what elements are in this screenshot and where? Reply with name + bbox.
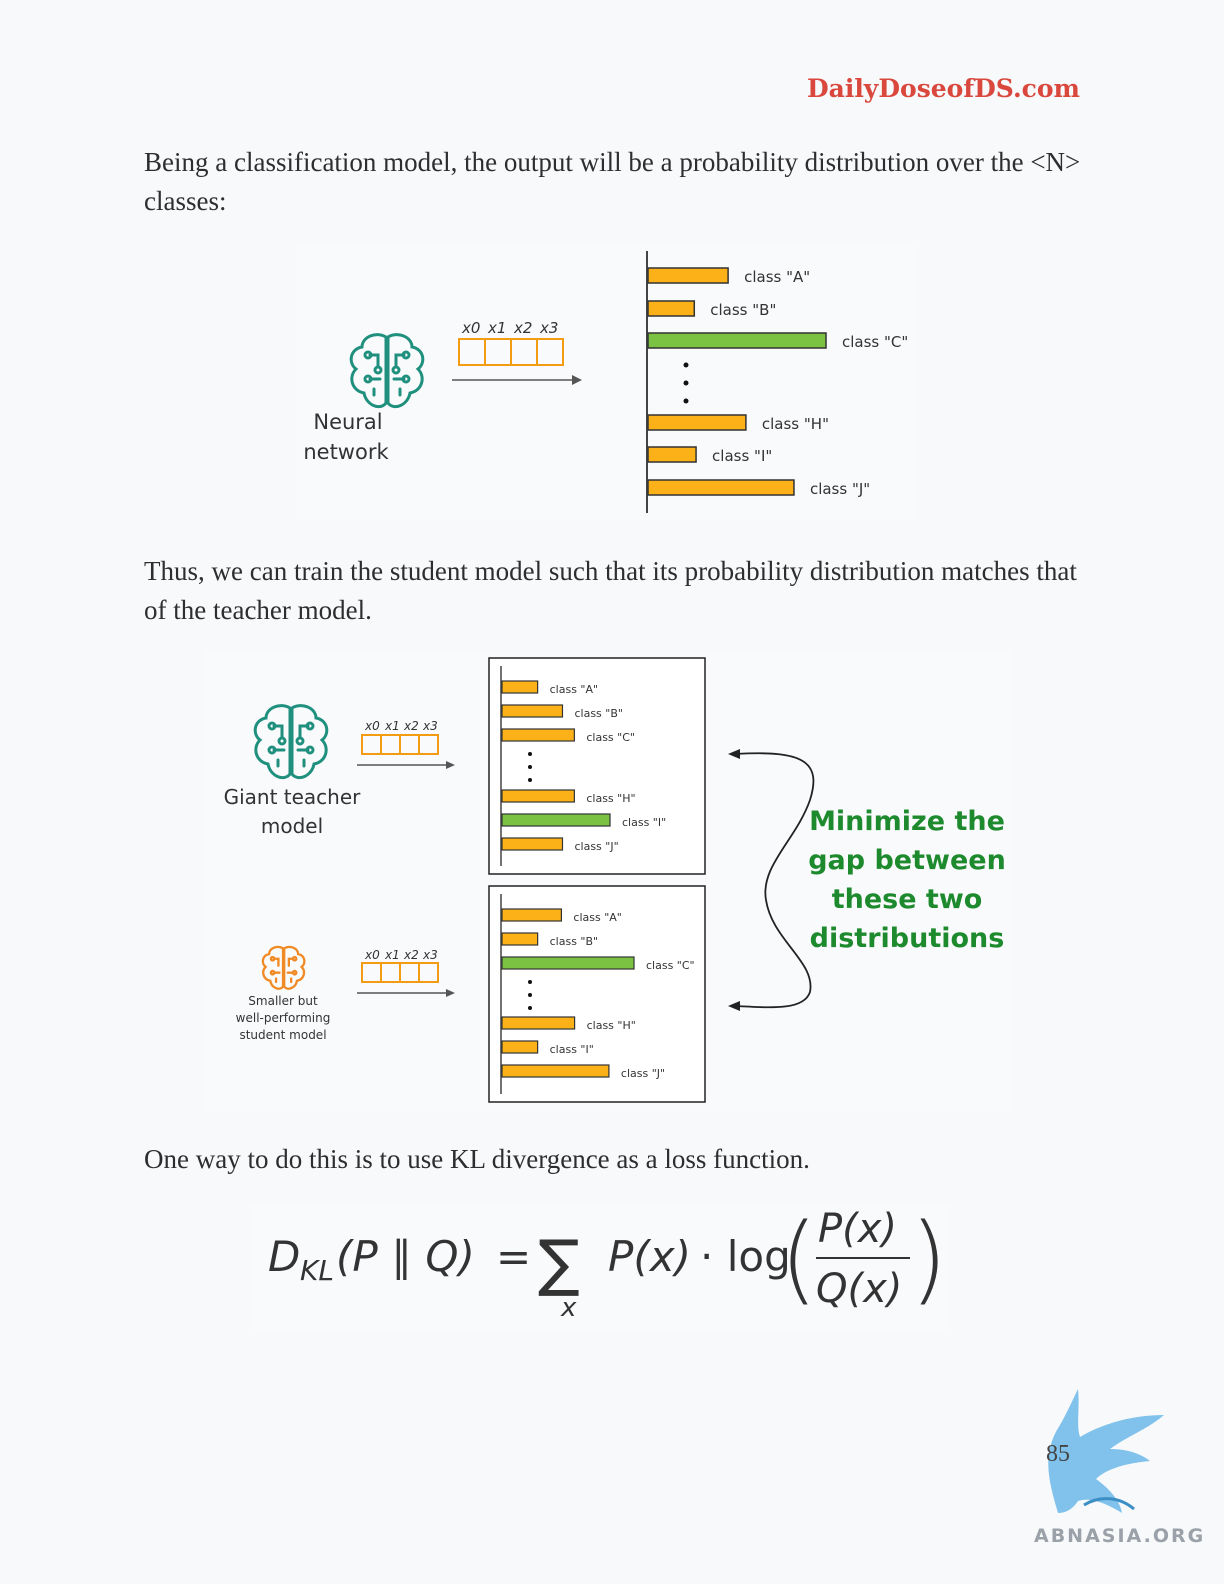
bar-classc	[501, 956, 635, 970]
paragraph-kl-divergence: One way to do this is to use KL divergen…	[144, 1144, 810, 1174]
student-input-label: x1	[384, 948, 400, 962]
figure-distillation-svg: Giant teacher model Smaller but well-per…	[224, 657, 1006, 1103]
formula-denominator: Q(x)	[816, 1266, 902, 1312]
bar-classb	[501, 704, 564, 718]
bar-classh	[647, 414, 747, 431]
formula-px: P(x)	[608, 1232, 691, 1281]
student-input-label: x0	[364, 948, 380, 962]
teacher-label-line1: Giant teacher	[224, 785, 362, 809]
formula-sigma: ∑	[538, 1226, 580, 1299]
student-label-line2: well-performing	[236, 1011, 331, 1025]
bar-label: class "A"	[573, 911, 621, 924]
curved-double-arrow-icon	[735, 752, 815, 1009]
student-brain-icon	[261, 945, 306, 990]
bar-label: class "C"	[646, 959, 695, 972]
bar-label: class "I"	[622, 816, 666, 829]
bar-classc	[647, 332, 827, 349]
bar-label: class "B"	[710, 301, 776, 319]
student-label-line3: student model	[239, 1028, 326, 1042]
griffin-logo-icon	[1048, 1389, 1164, 1513]
teacher-input-label: x3	[422, 719, 438, 733]
bar-label: class "A"	[744, 268, 810, 286]
bar-classj	[647, 479, 795, 496]
formula-kl-subscript: KL	[300, 1254, 334, 1287]
student-input-label: x2	[403, 948, 419, 962]
formula-sum-index: x	[560, 1293, 577, 1323]
student-input-label: x3	[422, 948, 438, 962]
fig1-bars: class "A" class "B" class "C" class "H" clas…	[647, 267, 908, 498]
bar-label: class "J"	[621, 1067, 665, 1080]
teacher-label-line2: model	[261, 814, 323, 838]
bar-classi	[501, 813, 611, 827]
input-label: x1	[487, 319, 506, 337]
bar-classb	[647, 300, 696, 317]
bar-label: class "H"	[762, 415, 829, 433]
arrow-icon	[357, 761, 455, 997]
figure-output-distribution: Neural network x0 x1 x2 x3 class "A" clas…	[296, 245, 916, 520]
bar-label: class "B"	[550, 935, 598, 948]
paragraph-intro: Being a classification model, the output…	[144, 147, 1081, 216]
paragraph-train-student: Thus, we can train the student model suc…	[144, 556, 1077, 625]
teacher-input-vector	[361, 734, 439, 755]
bar-classa	[501, 680, 539, 694]
bar-label: class "J"	[574, 840, 618, 853]
arrow-icon	[452, 375, 582, 385]
formula-lhs-args: (P ∥ Q)	[336, 1232, 475, 1281]
note-line: gap between	[808, 845, 1006, 876]
formula-numerator: P(x)	[818, 1206, 897, 1252]
input-vector	[458, 338, 564, 366]
teacher-input-label: x0	[364, 719, 380, 733]
watermark-text: ABNASIA.ORG	[1034, 1525, 1206, 1547]
brain-icon	[349, 333, 425, 409]
bar-label: class "H"	[586, 792, 635, 805]
formula-d: D	[268, 1232, 300, 1281]
teacher-brain-icon	[253, 704, 329, 780]
bar-label: class "H"	[587, 1019, 636, 1032]
kl-divergence-formula: D KL (P ∥ Q) = ∑ x P(x) · log ( P(x) Q(x…	[250, 1203, 950, 1330]
teacher-input-label: x1	[384, 719, 400, 733]
note-line: Minimize the	[809, 806, 1005, 837]
bar-classj	[501, 1064, 610, 1078]
formula-equals: =	[496, 1232, 531, 1281]
note-line: distributions	[810, 923, 1005, 954]
bar-label: class "B"	[574, 707, 622, 720]
figure-output-distribution-svg: Neural network x0 x1 x2 x3 class "A"clas…	[303, 251, 908, 513]
site-link[interactable]: DailyDoseofDS.com	[806, 74, 1080, 103]
bar-classh	[501, 1016, 576, 1030]
teacher-bars: class "A" class "B" class "C" class "H" clas…	[501, 680, 666, 853]
bar-classb	[501, 932, 539, 946]
ellipsis-dots	[683, 362, 689, 404]
bar-classi	[501, 1040, 539, 1054]
ellipsis-dots	[528, 752, 532, 1010]
bar-classj	[501, 837, 564, 851]
formula-left-paren: (	[780, 1204, 817, 1315]
kl-formula-svg: D KL (P ∥ Q) = ∑ x P(x) · log ( P(x) Q(x…	[268, 1203, 947, 1323]
bar-label: class "C"	[586, 731, 635, 744]
input-label: x3	[539, 319, 558, 337]
bar-label: class "C"	[842, 333, 908, 351]
note-line: these two	[832, 884, 983, 915]
minimize-gap-note: Minimize the gap between these two distr…	[808, 806, 1006, 954]
bar-classa	[501, 908, 563, 922]
student-input-vector	[361, 962, 439, 983]
bar-label: class "I"	[550, 1043, 594, 1056]
bar-classa	[647, 267, 729, 284]
bar-label: class "I"	[712, 447, 772, 465]
page-number: 85	[1046, 1441, 1070, 1467]
bar-classh	[501, 789, 575, 803]
bar-classi	[647, 446, 697, 463]
teacher-input-label: x2	[403, 719, 419, 733]
model-label-line2: network	[303, 440, 389, 464]
formula-right-paren: )	[910, 1204, 947, 1315]
bar-label: class "A"	[550, 683, 598, 696]
formula-dot-log: · log	[700, 1232, 791, 1281]
student-label-line1: Smaller but	[248, 994, 318, 1008]
student-bars: class "A" class "B" class "C" class "H" clas…	[501, 908, 695, 1080]
input-label: x2	[513, 319, 532, 337]
bar-label: class "J"	[810, 480, 870, 498]
input-label: x0	[461, 319, 480, 337]
figure-distillation: Giant teacher model Smaller but well-per…	[204, 650, 1014, 1112]
bar-classc	[501, 728, 575, 742]
model-label-line1: Neural	[313, 410, 382, 434]
